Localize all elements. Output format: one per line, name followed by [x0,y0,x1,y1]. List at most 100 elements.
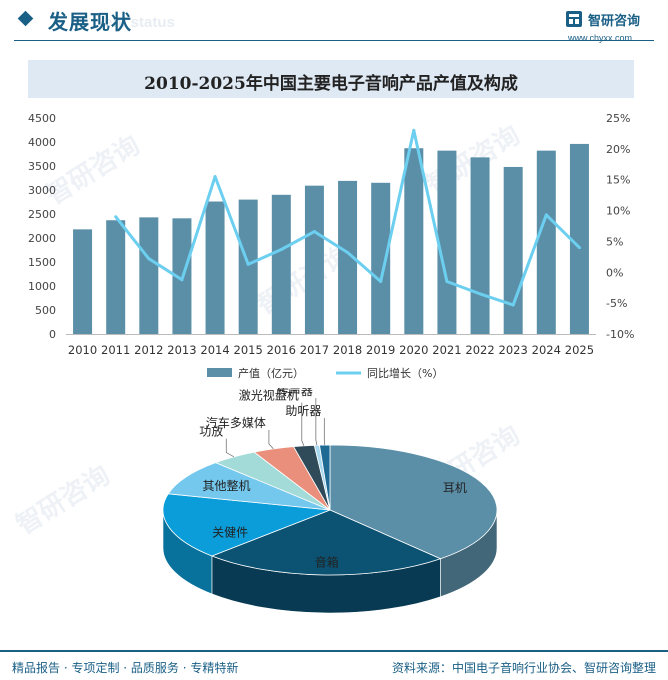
bar [106,220,126,334]
y-right-tick-label: 5% [606,235,623,248]
chart-title-band: 2010-2025年中国主要电子音响产品产值及构成 [28,60,634,98]
logo-url: www.chyxx.com [568,33,633,43]
x-tick-label: 2012 [134,343,163,357]
bar [371,182,391,334]
y-left-tick-label: 1500 [28,256,56,269]
pie-label: 音箱 [315,554,339,569]
pie-leader-line [268,429,274,450]
growth-point [114,215,118,219]
x-tick-label: 2018 [333,343,362,357]
bar [470,157,490,334]
bar [139,217,159,334]
growth-point [412,128,416,132]
bar [569,143,589,334]
growth-point [544,213,548,217]
legend-swatch-bar [207,368,232,377]
y-left-tick-label: 2000 [28,232,56,245]
page-footer: 精品报告 · 专项定制 · 品质服务 · 专精特新 资料来源：中国电子音响行业协… [0,650,668,680]
bar [304,185,324,334]
x-tick-label: 2010 [68,343,97,357]
bar-line-chart: 0 500 1000 1500 2000 2500 3000 3500 4000 4500 -10%… [28,112,634,380]
growth-point [478,292,482,296]
bar [238,199,258,334]
page-header: ent status 发展现状 智研咨询 www.chyxx.com [0,0,668,44]
pie-leader-line [315,398,318,446]
pie-label: 传声器 [277,388,313,398]
bar [503,166,523,334]
y-right-tick-label: 20% [606,143,630,156]
pie-label: 耳机 [443,481,467,495]
y-right-tick-label: 25% [606,112,630,125]
y-left-tick-label: 3000 [28,184,56,197]
growth-point [445,280,449,284]
bar [73,229,93,334]
x-tick-label: 2015 [234,343,263,357]
growth-point [279,247,283,251]
x-tick-label: 2019 [366,343,395,357]
x-tick-label: 2011 [101,343,130,357]
growth-point [246,262,250,266]
pie-label: 功放 [199,424,223,439]
pie-leader-line [225,438,235,458]
pie-label: 汽车多媒体 [206,415,266,430]
pie-slice [167,462,331,511]
pie-label: 激光视盘机 [239,388,299,403]
y-left-tick-label: 3500 [28,160,56,173]
x-tick-label: 2025 [565,343,594,357]
pie-slice [319,444,331,511]
pie-slice [210,509,442,576]
footer-divider [0,650,668,652]
y-left-tick-label: 2500 [28,208,56,221]
header-subtitle: ent status [104,14,175,31]
growth-point [147,257,151,261]
page-title: 发展现状 [48,10,132,34]
y-right-tick-label: 15% [606,174,630,187]
growth-point [511,303,515,307]
legend-label-line: 同比增长（%） [367,366,443,380]
y-left-tick-label: 0 [49,328,56,341]
growth-point [312,230,316,234]
bar [271,194,291,334]
bar [404,148,424,334]
pie-slice [329,444,498,560]
x-tick-label: 2013 [167,343,196,357]
pie-label: 其他整机 [202,478,250,493]
header-diamond-icon [17,10,34,27]
pie-slice [162,493,331,557]
pie-label: 关健件 [212,526,248,540]
x-tick-label: 2020 [399,343,428,357]
x-tick-label: 2021 [432,343,461,357]
pie-label: 助听器 [285,404,321,418]
y-right-tick-label: 0% [606,266,623,279]
y-left-tick-label: 500 [35,304,56,317]
bar [205,201,225,334]
bar [536,150,556,334]
y-left-tick-label: 4500 [28,112,56,125]
y-left-tick-label: 1000 [28,280,56,293]
chart-title: 2010-2025年中国主要电子音响产品产值及构成 [144,74,518,94]
growth-point [213,175,217,179]
x-tick-label: 2016 [267,343,296,357]
footer-source: 资料来源：中国电子音响行业协会、智研咨询整理 [391,661,656,675]
x-tick-label: 2014 [200,343,229,357]
growth-point [577,246,581,250]
logo-name: 智研咨询 [588,14,641,29]
header-divider [14,40,654,41]
y-right-tick-label: -10% [606,328,634,341]
bar [338,180,358,334]
growth-point [180,278,184,282]
growth-point [346,251,350,255]
x-tick-label: 2023 [499,343,528,357]
logo-icon [566,11,582,27]
y-right-tick-label: -5% [606,297,627,310]
footer-slogan: 精品报告 · 专项定制 · 品质服务 · 专精特新 [12,661,239,675]
y-right-tick-label: 10% [606,205,630,218]
bar [437,150,457,334]
x-tick-label: 2022 [465,343,494,357]
x-tick-label: 2017 [300,343,329,357]
legend-label-bar: 产值（亿元） [238,366,304,380]
pie-leader-line [301,402,305,446]
growth-point [379,280,383,284]
y-left-tick-label: 4000 [28,136,56,149]
